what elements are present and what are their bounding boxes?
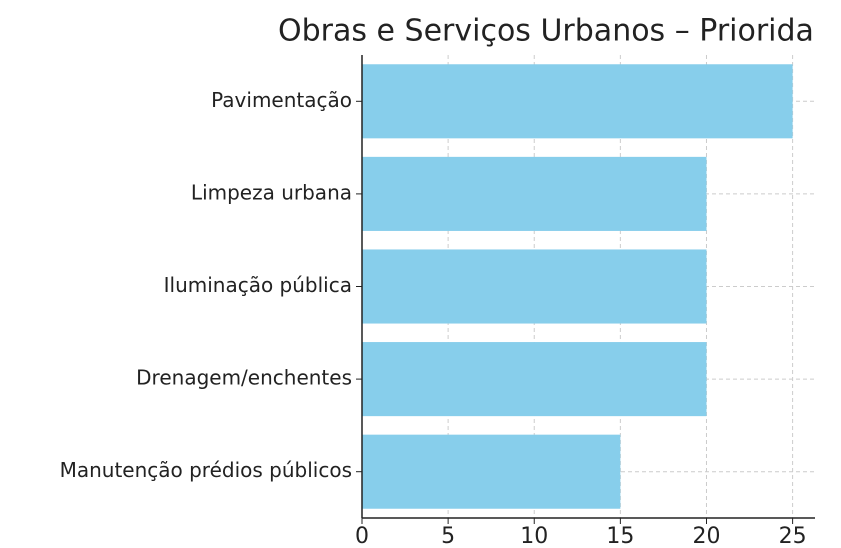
bar xyxy=(362,434,621,509)
y-tick-label: Limpeza urbana xyxy=(191,180,352,204)
x-tick-label: 5 xyxy=(441,524,455,548)
bar xyxy=(362,156,707,231)
x-tick-label: 10 xyxy=(520,524,548,548)
y-tick-label: Pavimentação xyxy=(211,88,352,112)
x-tick-label: 0 xyxy=(355,524,369,548)
chart-title: Obras e Serviços Urbanos – Priorida xyxy=(278,14,814,49)
bar xyxy=(362,249,707,324)
x-tick-label: 20 xyxy=(692,524,720,548)
bar xyxy=(362,342,707,417)
y-tick-label: Drenagem/enchentes xyxy=(136,366,352,390)
y-tick-label: Iluminação pública xyxy=(164,273,352,297)
bar xyxy=(362,64,793,139)
y-tick-label: Manutenção prédios públicos xyxy=(60,458,352,482)
x-tick-label: 25 xyxy=(779,524,807,548)
x-tick-label: 15 xyxy=(606,524,634,548)
